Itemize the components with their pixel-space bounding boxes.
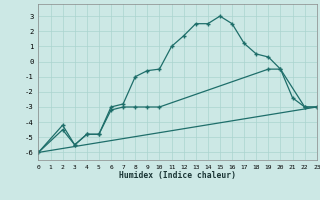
X-axis label: Humidex (Indice chaleur): Humidex (Indice chaleur) [119, 171, 236, 180]
